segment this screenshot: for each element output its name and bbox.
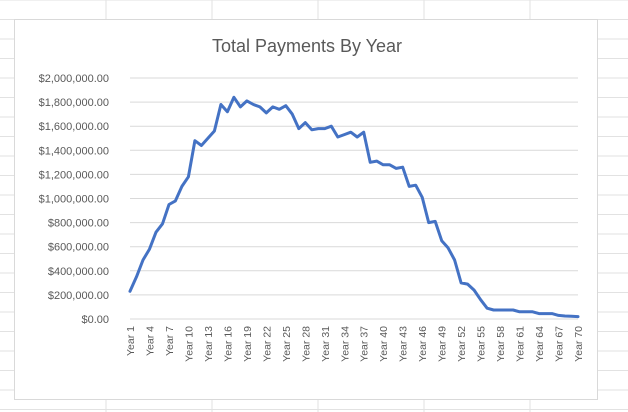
x-tick-label: Year 67 <box>554 326 566 362</box>
y-tick-label: $600,000.00 <box>48 242 109 254</box>
x-tick-label: Year 37 <box>359 326 371 362</box>
y-tick-label: $1,600,000.00 <box>39 121 109 133</box>
chart-gridlines <box>130 77 578 320</box>
series-layer <box>128 95 580 319</box>
x-tick-label: Year 7 <box>164 326 176 356</box>
x-tick-label: Year 31 <box>320 326 332 362</box>
chart-title: Total Payments By Year <box>212 36 402 56</box>
x-tick-label: Year 46 <box>417 326 429 362</box>
x-tick-label: Year 58 <box>495 326 507 362</box>
x-tick-label: Year 1 <box>125 326 137 356</box>
x-tick-label: Year 64 <box>534 326 546 362</box>
x-tick-label: Year 52 <box>456 326 468 362</box>
x-tick-label: Year 25 <box>281 326 293 362</box>
x-tick-label: Year 40 <box>378 326 390 362</box>
x-tick-label: Year 28 <box>300 326 312 362</box>
chart-area[interactable]: Total Payments By Year $0.00 $200,000.00 $… <box>14 19 598 400</box>
y-tick-label: $800,000.00 <box>48 218 109 230</box>
x-tick-label: Year 34 <box>339 326 351 362</box>
x-tick-label: Year 70 <box>573 326 585 362</box>
y-tick-label: $400,000.00 <box>48 266 109 278</box>
y-tick-label: $1,200,000.00 <box>39 169 109 181</box>
series-line <box>128 95 580 319</box>
x-tick-label: Year 10 <box>183 326 195 362</box>
line-chart: Total Payments By Year $0.00$200,000.00$… <box>39 36 585 362</box>
y-tick-label: $1,800,000.00 <box>39 97 109 109</box>
x-tick-label: Year 22 <box>261 326 273 362</box>
y-tick-label: $1,400,000.00 <box>39 145 109 157</box>
x-tick-label: Year 19 <box>242 326 254 362</box>
y-tick-label: $200,000.00 <box>48 290 109 302</box>
x-tick-label: Year 13 <box>203 326 215 362</box>
x-tick-label: Year 55 <box>476 326 488 362</box>
x-tick-label: Year 4 <box>144 326 156 356</box>
x-tick-label: Year 61 <box>515 326 527 362</box>
y-axis-tick-labels: $0.00 $200,000.00 $400,000.00 $600,000.00 $8… <box>39 73 109 326</box>
x-tick-label: Year 16 <box>222 326 234 362</box>
y-tick-label: $0.00 <box>81 314 109 326</box>
x-axis-tick-labels: Year 1 Year 4 Year 7 Year 10 Year 13 Year 16 Y… <box>125 326 585 362</box>
y-tick-label: $2,000,000.00 <box>39 73 109 85</box>
x-tick-label: Year 43 <box>398 326 410 362</box>
y-tick-label: $1,000,000.00 <box>39 194 109 206</box>
x-tick-label: Year 49 <box>437 326 449 362</box>
